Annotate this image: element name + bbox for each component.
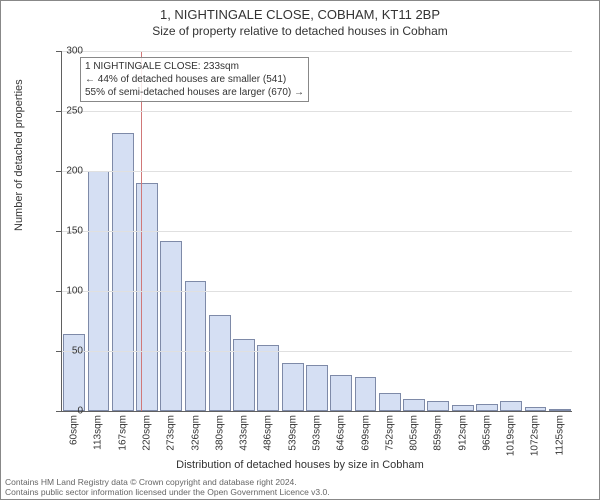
x-tick-label: 912sqm [457, 415, 468, 451]
y-tick-label: 0 [77, 406, 83, 417]
bar [500, 401, 522, 411]
x-tick-label: 167sqm [117, 415, 128, 451]
x-tick-label: 380sqm [214, 415, 225, 451]
x-tick-label: 752sqm [384, 415, 395, 451]
bar-slot: 752sqm [378, 393, 402, 411]
x-tick-label: 113sqm [93, 415, 104, 450]
bar [160, 241, 182, 411]
bar-slot: 167sqm [111, 133, 135, 411]
chart-title: 1, NIGHTINGALE CLOSE, COBHAM, KT11 2BP [1, 7, 599, 22]
bar-slot: 1125sqm [548, 409, 572, 411]
bar [282, 363, 304, 411]
bar-slot: 646sqm [329, 375, 353, 411]
x-tick-label: 965sqm [481, 415, 492, 451]
y-tick [56, 411, 62, 412]
bar [476, 404, 498, 411]
bar [136, 183, 158, 411]
chart-subtitle: Size of property relative to detached ho… [1, 24, 599, 38]
annotation-box: 1 NIGHTINGALE CLOSE: 233sqm ← 44% of det… [80, 57, 309, 102]
bar [306, 365, 328, 411]
y-tick [56, 111, 62, 112]
bar [549, 409, 571, 411]
bar-slot: 593sqm [305, 365, 329, 411]
grid-line [62, 111, 572, 112]
bar-slot: 273sqm [159, 241, 183, 411]
annotation-line-1: 1 NIGHTINGALE CLOSE: 233sqm [85, 60, 304, 73]
y-tick-label: 100 [66, 286, 83, 297]
footer-line-1: Contains HM Land Registry data © Crown c… [5, 477, 595, 487]
bar-slot: 380sqm [208, 315, 232, 411]
bar-slot: 486sqm [256, 345, 280, 411]
bar [330, 375, 352, 411]
x-tick-label: 486sqm [263, 415, 274, 451]
bar [112, 133, 134, 411]
bar [209, 315, 231, 411]
y-axis-title: Number of detached properties [13, 79, 25, 231]
x-tick-label: 1019sqm [506, 415, 517, 456]
x-tick-label: 805sqm [409, 415, 420, 451]
bar-slot: 220sqm [135, 183, 159, 411]
bar-slot: 1019sqm [499, 401, 523, 411]
x-tick-label: 859sqm [433, 415, 444, 451]
annotation-line-2: ← 44% of detached houses are smaller (54… [85, 73, 304, 86]
bar [403, 399, 425, 411]
grid-line [62, 231, 572, 232]
annotation-line-3: 55% of semi-detached houses are larger (… [85, 86, 304, 99]
bar-slot: 539sqm [281, 363, 305, 411]
y-tick [56, 291, 62, 292]
x-axis-title: Distribution of detached houses by size … [1, 459, 599, 471]
x-tick-label: 699sqm [360, 415, 371, 451]
bar [427, 401, 449, 411]
bar-slot: 805sqm [402, 399, 426, 411]
y-tick [56, 171, 62, 172]
y-tick-label: 300 [66, 46, 83, 57]
grid-line [62, 351, 572, 352]
y-tick [56, 51, 62, 52]
grid-line [62, 51, 572, 52]
footer-credits: Contains HM Land Registry data © Crown c… [5, 477, 595, 497]
y-tick [56, 351, 62, 352]
y-tick-label: 150 [66, 226, 83, 237]
bar-slot: 433sqm [232, 339, 256, 411]
y-tick-label: 250 [66, 106, 83, 117]
bar [525, 407, 547, 411]
bar-slot: 326sqm [183, 281, 207, 411]
bar-slot: 965sqm [475, 404, 499, 411]
bar [379, 393, 401, 411]
grid-line [62, 171, 572, 172]
y-tick [56, 231, 62, 232]
chart-container: 1, NIGHTINGALE CLOSE, COBHAM, KT11 2BP S… [0, 0, 600, 500]
x-tick-label: 326sqm [190, 415, 201, 451]
x-tick-label: 1125sqm [554, 415, 565, 455]
x-tick-label: 646sqm [336, 415, 347, 451]
plot-area: 60sqm113sqm167sqm220sqm273sqm326sqm380sq… [61, 51, 572, 412]
y-tick-label: 200 [66, 166, 83, 177]
x-tick-label: 60sqm [69, 415, 80, 445]
grid-line [62, 291, 572, 292]
bar [233, 339, 255, 411]
bar [452, 405, 474, 411]
bar [355, 377, 377, 411]
x-tick-label: 273sqm [166, 415, 177, 451]
bar-slot: 699sqm [353, 377, 377, 411]
bar-slot: 912sqm [451, 405, 475, 411]
bar [185, 281, 207, 411]
x-tick-label: 539sqm [287, 415, 298, 451]
bar-slot: 859sqm [426, 401, 450, 411]
footer-line-2: Contains public sector information licen… [5, 487, 595, 497]
y-tick-label: 50 [72, 346, 83, 357]
x-tick-label: 593sqm [311, 415, 322, 451]
bar [257, 345, 279, 411]
x-tick-label: 220sqm [141, 415, 152, 451]
x-tick-label: 433sqm [239, 415, 250, 451]
x-tick-label: 1072sqm [530, 415, 541, 456]
bar-slot: 1072sqm [523, 407, 547, 411]
